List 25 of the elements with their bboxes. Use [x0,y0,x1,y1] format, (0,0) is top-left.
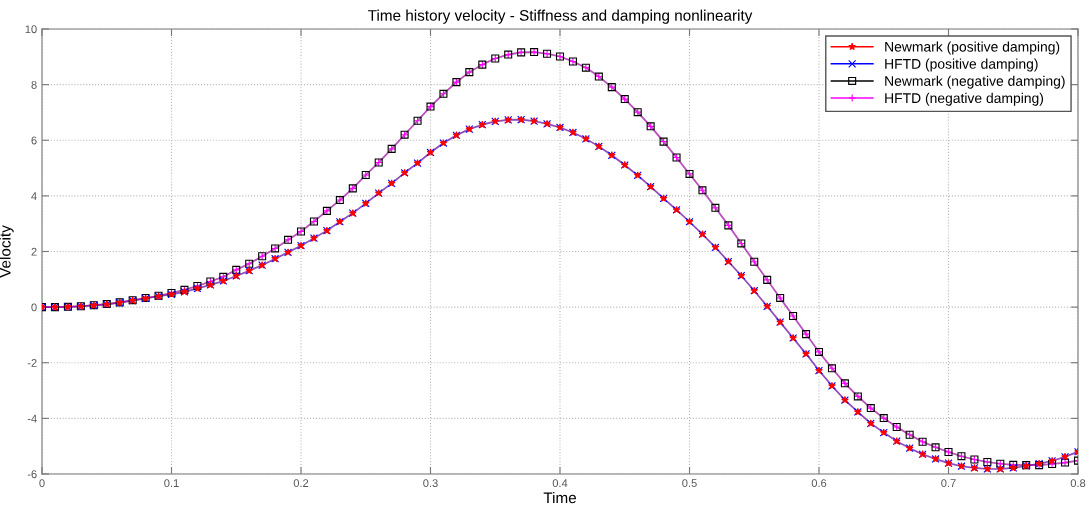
chart-title: Time history velocity - Stiffness and damping nonlinearity [368,9,753,24]
x-tick-label: 0 [39,479,45,488]
y-tick-label: -4 [27,414,37,423]
legend-label: Newmark (negative damping) [885,75,1065,89]
x-tick-label: 0.3 [423,479,438,488]
y-tick-label: 6 [31,136,37,145]
x-tick-label: 0.5 [682,479,697,488]
y-tick-label: 2 [31,247,37,256]
y-axis-title: Velocity [0,225,14,278]
x-tick-label: 0.2 [293,479,309,488]
x-tick-label: 0.8 [1070,479,1086,488]
y-tick-label: -2 [27,359,37,367]
x-tick-label: 0.7 [941,479,956,488]
x-tick-label: 0.4 [552,479,568,488]
x-tick-label: 0.6 [811,479,827,488]
y-tick-label: 8 [31,80,37,89]
legend-label: HFTD (negative damping) [885,92,1044,106]
legend-label: Newmark (positive damping) [885,41,1060,55]
x-axis-title: Time [543,492,577,504]
y-tick-label: 10 [25,25,37,34]
legend-label: HFTD (positive damping) [885,58,1038,72]
y-tick-label: -6 [27,470,37,479]
x-tick-label: 0.1 [164,479,179,488]
y-tick-label: 0 [31,303,37,312]
y-tick-label: 4 [31,192,37,200]
